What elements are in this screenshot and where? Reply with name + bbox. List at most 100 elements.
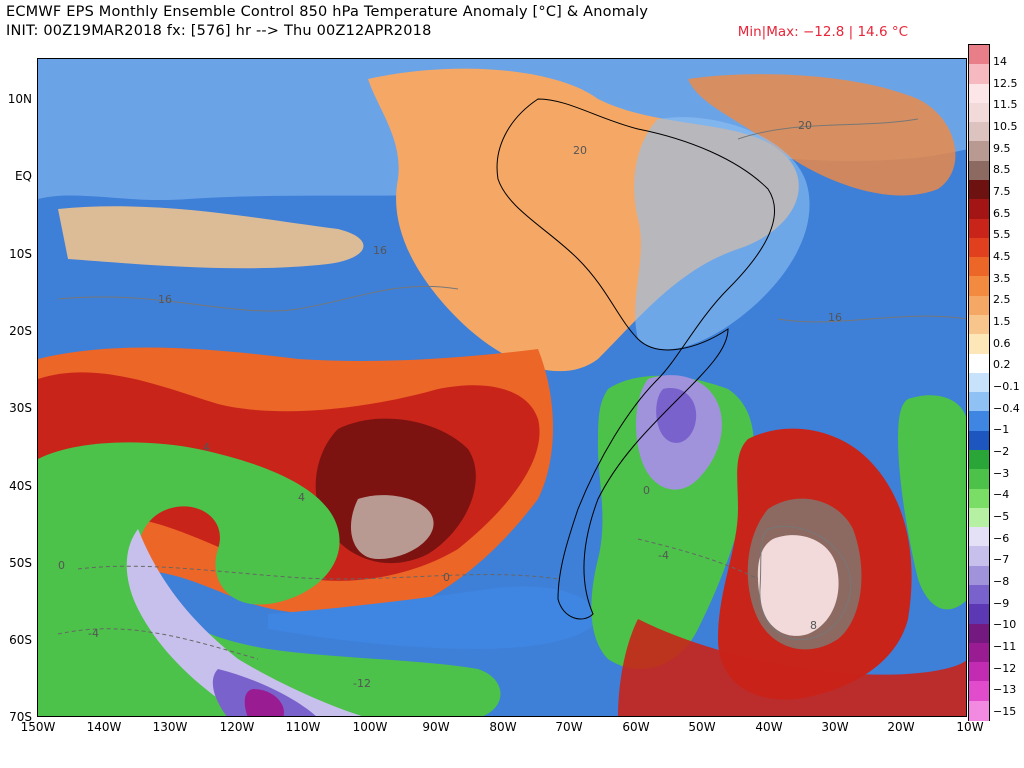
east-atlantic-cold-anomaly: [898, 395, 966, 610]
color-scale-segment: [969, 160, 989, 181]
color-scale-label: −1: [993, 423, 1010, 437]
contour-label: 20: [573, 144, 587, 157]
color-scale-label: −2: [993, 445, 1010, 458]
color-scale-segment: [969, 604, 989, 625]
color-scale-segment: [969, 180, 989, 200]
contour-label: -12: [353, 677, 371, 690]
contour-label: 20: [798, 119, 812, 132]
lon-label-30w: 30W: [821, 720, 849, 734]
southwest-pacific-strong-cold: [126, 529, 362, 716]
contour-label: 0: [443, 571, 450, 584]
southwest-pacific-cold-anomaly: [38, 442, 501, 716]
lat-label-20s: 20S: [9, 324, 32, 338]
color-scale-label: 7.5: [993, 185, 1011, 198]
color-scale-label: 14: [993, 55, 1007, 68]
lon-label-60w: 60W: [622, 720, 650, 734]
color-scale-segment: [969, 430, 989, 451]
color-scale-segment: [969, 469, 989, 490]
contour-label: 4: [298, 491, 305, 504]
lon-label-120w: 120W: [219, 720, 255, 734]
color-scale-segment: [969, 199, 989, 220]
color-scale-segment: [969, 334, 989, 355]
lon-label-20w: 20W: [887, 720, 915, 734]
color-scale-label: 11.5: [993, 98, 1018, 112]
lon-label-100w: 100W: [352, 720, 388, 734]
anomaly-field-svg: 20 20 16 16 16 0 0 0 -4 -4 4 -12 8 4: [38, 59, 966, 716]
color-scale-label: −4: [993, 488, 1010, 502]
lon-label-150w: 150W: [20, 720, 56, 734]
contour-0-south: [77, 565, 559, 580]
north-atlantic-warm-anomaly: [688, 74, 956, 196]
anomaly-map: 20 20 16 16 16 0 0 0 -4 -4 4 -12 8 4: [37, 58, 967, 717]
color-scale-label: −9: [993, 596, 1010, 610]
color-scale-segment: [969, 122, 989, 143]
color-scale-segment: [969, 237, 989, 258]
contour-minus4-southwest: [57, 628, 259, 660]
contour-16-west: [57, 285, 459, 312]
lon-label-50w: 50W: [688, 720, 716, 734]
contour-label: -4: [658, 549, 669, 562]
south-pacific-extreme-warm-spot: [350, 495, 434, 559]
south-america-coastline: [496, 98, 775, 620]
contour-label: 0: [643, 484, 650, 497]
color-scale-segment: [969, 45, 989, 65]
contour-label: 16: [373, 244, 387, 257]
color-scale-segment: [969, 700, 989, 721]
lat-label-eq: EQ: [14, 169, 32, 183]
color-scale-label: 4.5: [993, 250, 1011, 263]
southern-atlantic-warm-band: [618, 619, 966, 716]
color-scale-segment: [969, 353, 989, 374]
color-scale-label: −12: [993, 661, 1017, 675]
color-scale-label: −0.4: [993, 401, 1020, 415]
contour-20-northeast: [737, 118, 919, 140]
color-scale-segment: [969, 642, 989, 663]
color-scale-label: −3: [993, 466, 1010, 480]
southern-ocean-cool-band: [268, 586, 598, 649]
color-scale-label: 1.5: [993, 315, 1011, 328]
lat-label-30s: 30S: [9, 401, 32, 415]
lon-label-110w: 110W: [285, 720, 321, 734]
color-scale-segment: [969, 372, 989, 393]
color-scale-segment: [969, 488, 989, 509]
contour-label: 16: [828, 311, 842, 324]
contour-8-atlantic: [759, 525, 852, 641]
color-scale-label: −10: [993, 618, 1017, 632]
east-pacific-warm-band: [58, 206, 364, 269]
color-scale-segment: [969, 102, 989, 123]
color-scale-label: 9.5: [993, 141, 1011, 155]
lat-label-40s: 40S: [9, 479, 32, 493]
contour-label: 0: [58, 559, 65, 572]
contour-minus4-atlantic: [637, 538, 759, 580]
color-scale-segment: [969, 585, 989, 605]
map-title: ECMWF EPS Monthly Ensemble Control 850 h…: [6, 4, 649, 20]
lat-label-50s: 50S: [9, 556, 32, 570]
color-scale-label: 5.5: [993, 228, 1011, 242]
lon-label-10w: 10W: [956, 720, 984, 734]
contour-label: 16: [158, 293, 172, 306]
color-scale-segment: [969, 565, 989, 586]
color-scale-segment: [969, 392, 989, 413]
color-scale-segment: [969, 276, 989, 297]
color-scale-segment: [969, 315, 989, 335]
color-scale-segment: [969, 83, 989, 104]
lon-label-80w: 80W: [489, 720, 517, 734]
color-scale-label: 0.2: [993, 358, 1011, 372]
color-scale-label: −15: [993, 705, 1017, 718]
lat-label-10s: 10S: [9, 247, 32, 261]
color-scale-label: 8.5: [993, 163, 1011, 177]
brazil-weak-anomaly: [634, 117, 810, 350]
color-scale-label: −8: [993, 575, 1010, 588]
color-scale-label: 3.5: [993, 271, 1011, 285]
color-scale-segment: [969, 507, 989, 528]
south-atlantic-extreme-warm: [757, 535, 839, 636]
color-scale-bar: [968, 44, 990, 721]
color-scale-segment: [969, 64, 989, 85]
color-scale-label: 6.5: [993, 206, 1011, 220]
color-scale-segment: [969, 681, 989, 702]
color-scale-label: 12.5: [993, 76, 1018, 90]
color-scale-segment: [969, 141, 989, 162]
lat-label-10n: 10N: [7, 92, 32, 106]
lon-label-130w: 130W: [152, 720, 188, 734]
color-scale-segment: [969, 527, 989, 548]
color-scale-segment: [969, 662, 989, 683]
